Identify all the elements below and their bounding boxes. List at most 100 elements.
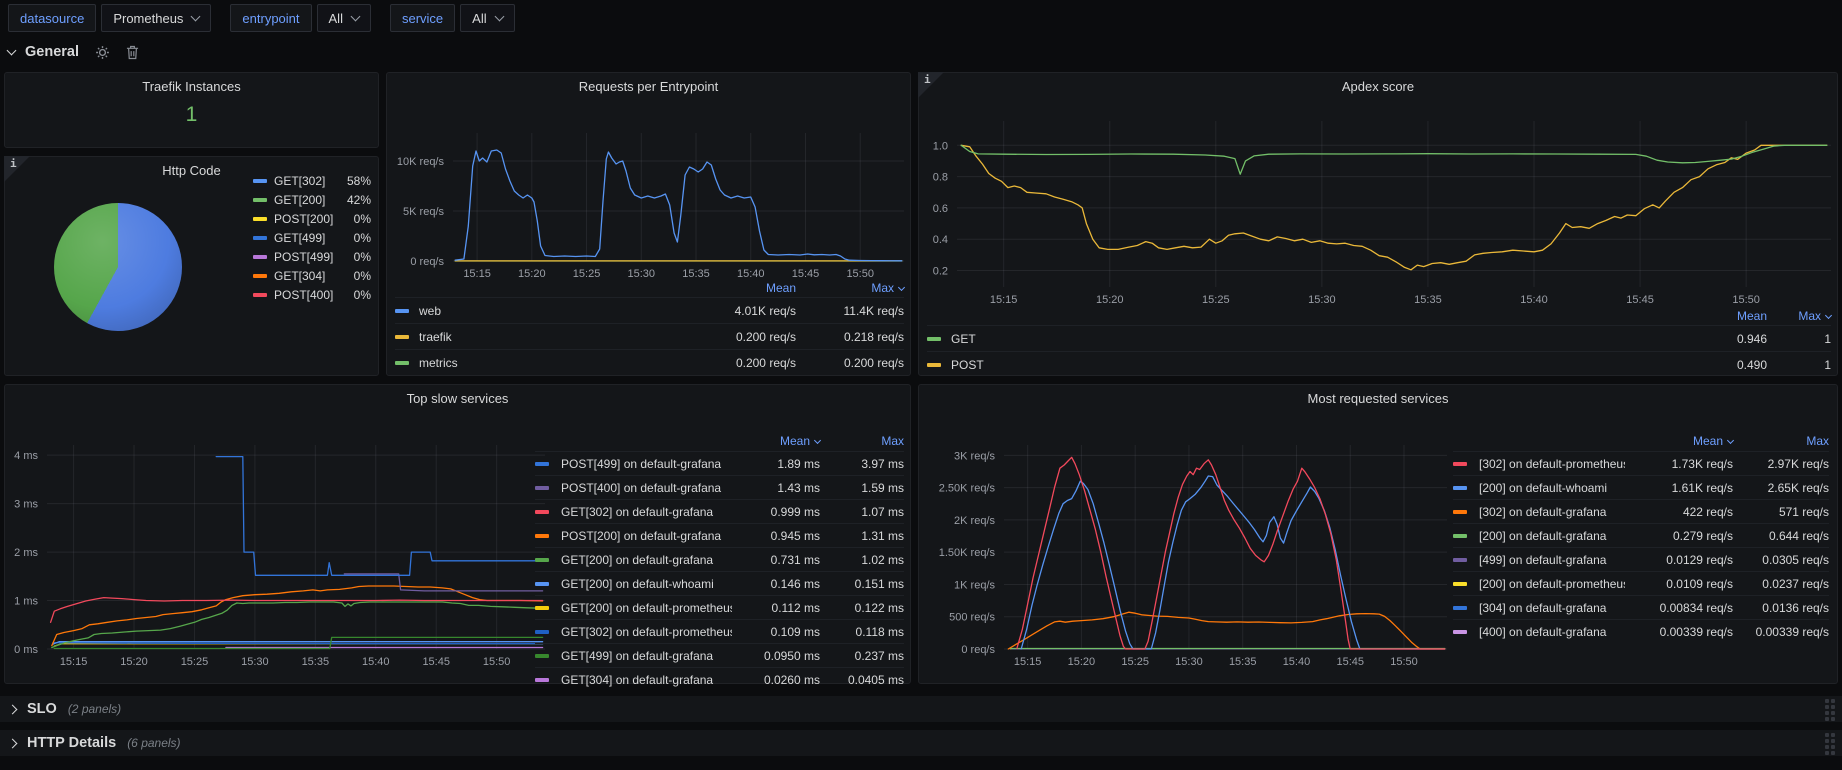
legend-sort-max[interactable]: Max: [1767, 309, 1833, 323]
legend-row[interactable]: POST[400] on default-grafana 1.43 ms 1.59 …: [535, 475, 904, 499]
legend-row[interactable]: POST[499] on default-grafana 1.89 ms 3.97 …: [535, 451, 904, 475]
panel-info-icon[interactable]: i: [4, 156, 30, 182]
series-label[interactable]: [302] on default-prometheus: [1479, 456, 1625, 471]
series-label[interactable]: GET[499] on default-grafana: [561, 648, 714, 663]
series-label[interactable]: GET: [951, 331, 976, 346]
legend-row[interactable]: [499] on default-grafana 0.0129 req/s 0.03…: [1453, 547, 1829, 571]
top-slow-chart[interactable]: 0 ms 1 ms 2 ms 3 ms 4 ms 15:15 15:20 15:25 15:30…: [5, 385, 910, 683]
series-label[interactable]: web: [419, 303, 442, 318]
series-label[interactable]: POST[400] on default-grafana: [561, 480, 722, 495]
legend-row[interactable]: GET[200] on default-whoami 0.146 ms 0.151 …: [535, 571, 904, 595]
series-label[interactable]: [400] on default-grafana: [1479, 624, 1607, 639]
series-label[interactable]: POST[200]: [274, 211, 333, 226]
legend-sort-max[interactable]: Max: [881, 434, 904, 448]
requests-chart[interactable]: 0 req/s 5K req/s 10K req/s 15:15 15:20 15:25 1…: [387, 73, 910, 375]
row-settings-button[interactable]: [95, 45, 110, 60]
series-label[interactable]: traefik: [419, 329, 452, 344]
legend-sort-mean[interactable]: Mean: [1736, 309, 1767, 323]
panel-info-icon[interactable]: i: [918, 72, 944, 98]
panel-title[interactable]: Most requested services: [1307, 391, 1449, 406]
series-label[interactable]: GET[200] on default-grafana: [561, 552, 714, 567]
legend-row[interactable]: [400] on default-grafana 0.00339 req/s 0.0…: [1453, 619, 1829, 643]
legend-row[interactable]: [200] on default-whoami 1.61K req/s 2.65K …: [1453, 475, 1829, 499]
pie-chart[interactable]: [54, 203, 182, 331]
variable-service: service All: [389, 4, 515, 32]
legend-row[interactable]: GET[200] on default-grafana 0.731 ms 1.02 …: [535, 547, 904, 571]
row-http-details[interactable]: HTTP Details (6 panels): [0, 730, 1842, 756]
legend-sort-max[interactable]: Max: [796, 281, 906, 295]
variable-value-dropdown[interactable]: All: [460, 4, 515, 32]
legend-sort-mean[interactable]: Mean: [765, 281, 796, 295]
series-label[interactable]: [302] on default-grafana: [1479, 504, 1607, 519]
variable-label[interactable]: entrypoint: [230, 4, 312, 32]
series-label[interactable]: GET[302]: [274, 173, 326, 188]
legend-row[interactable]: web 4.01K req/s 11.4K req/s: [395, 297, 904, 323]
legend-row[interactable]: POST 0.490 1: [927, 351, 1831, 377]
series-label[interactable]: [200] on default-whoami: [1479, 480, 1608, 495]
legend-row[interactable]: GET[499] on default-grafana 0.0950 ms 0.23…: [535, 643, 904, 667]
variable-value-dropdown[interactable]: Prometheus: [101, 4, 212, 32]
row-header-general[interactable]: General: [6, 42, 139, 62]
series-label[interactable]: [499] on default-grafana: [1479, 552, 1607, 567]
series-label[interactable]: POST: [951, 357, 984, 372]
legend-item[interactable]: GET[304] 0%: [253, 266, 371, 285]
variable-value-dropdown[interactable]: All: [316, 4, 371, 32]
panel-title[interactable]: Apdex score: [1341, 79, 1415, 94]
most-requested-chart[interactable]: 0 req/s 500 req/s 1K req/s 1.50K req/s 2K re…: [919, 385, 1837, 683]
row-title[interactable]: SLO: [27, 701, 57, 717]
row-drag-handle[interactable]: [1825, 733, 1835, 755]
legend-row[interactable]: GET 0.946 1: [927, 325, 1831, 351]
series-label[interactable]: GET[304]: [274, 268, 326, 283]
legend-item[interactable]: POST[400] 0%: [253, 285, 371, 304]
series-label[interactable]: GET[302] on default-prometheus: [561, 624, 732, 639]
series-label[interactable]: GET[499]: [274, 230, 326, 245]
series-label[interactable]: POST[499]: [274, 249, 333, 264]
legend-row[interactable]: GET[200] on default-prometheus 0.112 ms 0.…: [535, 595, 904, 619]
series-label[interactable]: POST[400]: [274, 287, 333, 302]
panel-title[interactable]: Top slow services: [406, 391, 509, 406]
variable-label[interactable]: service: [389, 4, 456, 32]
legend-row[interactable]: traefik 0.200 req/s 0.218 req/s: [395, 323, 904, 349]
legend-row[interactable]: GET[302] on default-prometheus 0.109 ms 0.…: [535, 619, 904, 643]
legend-row[interactable]: GET[304] on default-grafana 0.0260 ms 0.04…: [535, 667, 904, 691]
legend-row[interactable]: [302] on default-grafana 422 req/s 571 req…: [1453, 499, 1829, 523]
series-label[interactable]: POST[200] on default-grafana: [561, 528, 722, 543]
series-label[interactable]: GET[302] on default-grafana: [561, 504, 714, 519]
row-delete-button[interactable]: [126, 45, 139, 60]
legend-item[interactable]: GET[302] 58%: [253, 171, 371, 190]
row-drag-handle[interactable]: [1825, 699, 1835, 721]
legend-row[interactable]: [302] on default-prometheus 1.73K req/s 2.…: [1453, 451, 1829, 475]
row-title[interactable]: General: [25, 44, 79, 60]
legend-sort-mean[interactable]: Mean: [732, 434, 822, 448]
legend-sort-max[interactable]: Max: [1806, 434, 1829, 448]
legend-sort-mean[interactable]: Mean: [1625, 434, 1735, 448]
series-label[interactable]: metrics: [419, 355, 458, 370]
variable-label[interactable]: datasource: [8, 4, 97, 32]
row-title[interactable]: HTTP Details: [27, 735, 117, 751]
legend-row[interactable]: POST[200] on default-grafana 0.945 ms 1.31…: [535, 523, 904, 547]
series-label[interactable]: GET[200] on default-prometheus: [561, 600, 732, 615]
series-label[interactable]: [200] on default-prometheus: [1479, 576, 1625, 591]
series-label[interactable]: POST[499] on default-grafana: [561, 456, 722, 471]
legend-row[interactable]: [304] on default-grafana 0.00834 req/s 0.0…: [1453, 595, 1829, 619]
panel-title[interactable]: Requests per Entrypoint: [578, 79, 719, 94]
series-label[interactable]: [200] on default-grafana: [1479, 528, 1607, 543]
series-label[interactable]: GET[200]: [274, 192, 326, 207]
legend-item[interactable]: GET[200] 42%: [253, 190, 371, 209]
legend-item[interactable]: GET[499] 0%: [253, 228, 371, 247]
legend-row[interactable]: metrics 0.200 req/s 0.200 req/s: [395, 349, 904, 375]
legend-row[interactable]: GET[302] on default-grafana 0.999 ms 1.07 …: [535, 499, 904, 523]
legend-row[interactable]: [200] on default-grafana 0.279 req/s 0.644…: [1453, 523, 1829, 547]
series-label[interactable]: [304] on default-grafana: [1479, 600, 1607, 615]
legend-item[interactable]: POST[200] 0%: [253, 209, 371, 228]
series-label[interactable]: GET[304] on default-grafana: [561, 672, 714, 687]
series-label[interactable]: GET[200] on default-whoami: [561, 576, 714, 591]
series-mean: 0.490: [1736, 357, 1767, 372]
row-slo[interactable]: SLO (2 panels): [0, 696, 1842, 722]
legend-row[interactable]: [200] on default-prometheus 0.0109 req/s 0…: [1453, 571, 1829, 595]
panel-title[interactable]: Http Code: [162, 163, 221, 178]
apdex-chart[interactable]: 0.2 0.4 0.6 0.8 1.0 15:15 15:20 15:25 15:30 15:35…: [919, 73, 1837, 375]
panel-title[interactable]: Traefik Instances: [142, 79, 241, 94]
legend-header: Mean Max: [395, 279, 906, 297]
legend-item[interactable]: POST[499] 0%: [253, 247, 371, 266]
